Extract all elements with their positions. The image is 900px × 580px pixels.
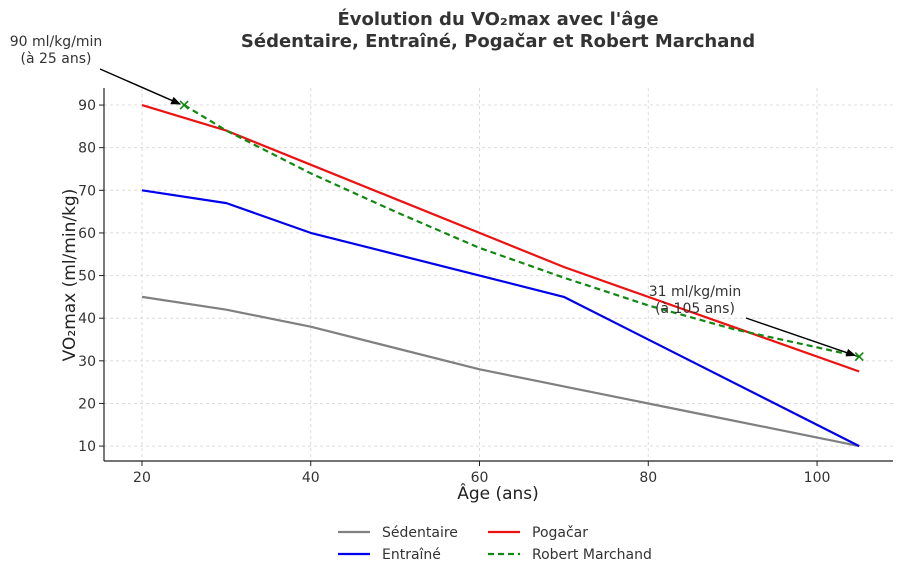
series-line — [141, 295, 860, 448]
x-marker-stroke — [854, 351, 864, 362]
legend-label: Robert Marchand — [532, 547, 652, 563]
y-tick-label: 20 — [78, 396, 96, 412]
annotation-line: 31 ml/kg/min — [649, 284, 742, 300]
y-tick-label: 30 — [78, 354, 96, 370]
y-tick-label: 80 — [78, 141, 96, 157]
x-tick-label: 40 — [302, 470, 320, 486]
legend-label: Sédentaire — [382, 525, 458, 541]
annotation-line: 90 ml/kg/min — [10, 34, 103, 50]
annotation-line: (à 105 ans) — [655, 301, 735, 317]
x-tick-label: 100 — [804, 470, 831, 486]
annotation-arrow — [745, 317, 857, 357]
chart-title: Évolution du VO₂max avec l'âge — [337, 8, 658, 30]
series-line — [183, 104, 860, 358]
x-tick-label: 60 — [471, 470, 489, 486]
legend-label: Pogačar — [532, 525, 588, 541]
y-tick-label: 40 — [78, 311, 96, 327]
y-tick-label: 90 — [78, 98, 96, 114]
grid — [104, 88, 893, 461]
x-marker-stroke — [179, 100, 189, 110]
annotation-line: (à 25 ans) — [21, 51, 92, 67]
x-tick-label: 20 — [133, 470, 151, 486]
annotations: 90 ml/kg/min (à 25 ans) 31 ml/kg/min (à 105… — [10, 34, 857, 357]
y-tick-label: 70 — [78, 183, 96, 199]
y-tick-label: 50 — [78, 269, 96, 285]
axes — [99, 88, 893, 466]
y-axis-label: VO₂max (ml/min/kg) — [60, 189, 80, 362]
x-tick-label: 80 — [639, 470, 657, 486]
legend-label: Entraîné — [382, 547, 441, 563]
annotation-text: 31 ml/kg/min (à 105 ans) — [649, 284, 742, 317]
annotation-text: 90 ml/kg/min (à 25 ans) — [10, 34, 103, 67]
annotation-arrow — [99, 68, 182, 105]
y-tick-label: 10 — [78, 439, 96, 455]
x-marker — [854, 351, 864, 362]
x-axis-label: Âge (ans) — [457, 482, 539, 504]
series-layer — [141, 100, 864, 448]
tick-labels: 20 40 60 80 100 10 20 30 40 50 60 70 80 90 — [78, 98, 830, 486]
x-marker — [179, 100, 189, 110]
chart-subtitle: Sédentaire, Entraîné, Pogačar et Robert … — [241, 31, 755, 52]
series-line — [141, 104, 860, 373]
y-tick-label: 60 — [78, 226, 96, 242]
legend: Sédentaire Entraîné Pogačar Robert Marchand — [338, 525, 652, 563]
series-line — [141, 189, 860, 448]
